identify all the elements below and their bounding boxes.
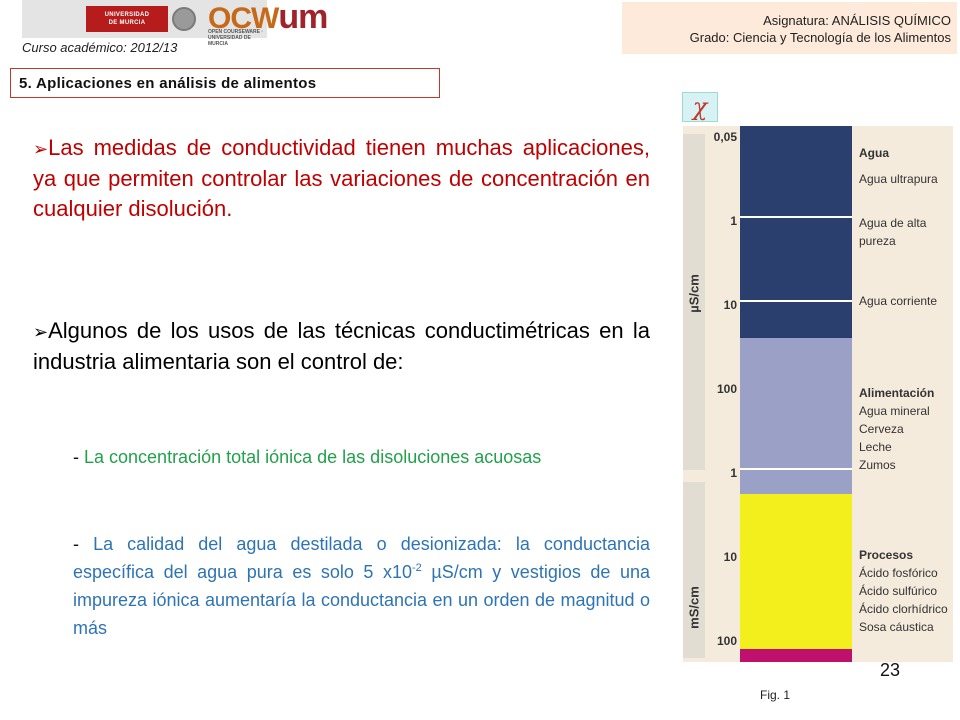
legend-item: Agua ultrapura: [859, 172, 938, 186]
process-range-segment: [740, 494, 852, 649]
paragraph-uses: ➢Algunos de los usos de las técnicas con…: [33, 316, 650, 377]
ocw-logo-subtitle: OPEN COURSEWARE · UNIVERSIDAD DE MURCIA: [208, 29, 264, 47]
water-range-segment: [740, 126, 852, 338]
bar-divider: [740, 216, 852, 218]
legend-item: Zumos: [859, 458, 896, 472]
paragraph-1-text: Las medidas de conductividad tienen much…: [33, 135, 650, 221]
tick-label: 1: [730, 214, 737, 228]
arrow-bullet-icon: ➢: [33, 322, 49, 342]
legend-header-food: Alimentación: [859, 386, 935, 400]
tick-label: 100: [716, 634, 737, 648]
tick-label: 100: [716, 382, 737, 396]
page-number: 23: [880, 660, 901, 680]
unit-strip-bottom: [683, 482, 705, 658]
dash-bullet: -: [73, 447, 84, 467]
header-logos: UNIVERSIDAD DE MURCIA OCWum OPEN COURSEW…: [22, 0, 328, 47]
item-2-text-a: La calidad del agua destilada o desioniz…: [73, 534, 651, 582]
figure-caption: Fig. 1: [760, 688, 791, 702]
university-logo: UNIVERSIDAD DE MURCIA: [86, 6, 168, 32]
legend-item: pureza: [859, 234, 896, 248]
legend-item: Agua corriente: [859, 294, 938, 308]
subject-label: Asignatura: ANÁLISIS QUÍMICO: [763, 13, 951, 28]
chi-symbol-box: χ: [682, 92, 718, 122]
paragraph-2-text: Algunos de los usos de las técnicas cond…: [33, 318, 650, 374]
conductivity-scale-figure: µS/cm mS/cm 0,05 1 10 100 1 10 100 Agua …: [683, 126, 953, 662]
tick-label: 10: [723, 298, 737, 312]
tick-label: 0,05: [713, 130, 737, 144]
figure-legend: Agua Agua ultrapura Agua de alta pureza …: [853, 126, 953, 662]
item-2-text-b: µS/cm y vestigios de una impureza iónica…: [73, 562, 650, 638]
caustic-soda-segment: [740, 649, 852, 662]
dash-bullet: -: [73, 534, 94, 554]
unit-label-microsiemens: µS/cm: [686, 274, 702, 313]
unit-strip-top: [683, 134, 705, 470]
bar-divider: [740, 468, 852, 470]
legend-item: Ácido fosfórico: [859, 566, 938, 580]
unit-label-millisiemens: mS/cm: [686, 586, 702, 629]
university-logo-line-1: UNIVERSIDAD: [104, 12, 150, 18]
ocw-logo: OCWum: [208, 0, 328, 36]
list-item-water-quality: - La calidad del agua destilada o desion…: [73, 530, 650, 642]
paragraph-conductivity: ➢Las medidas de conductividad tienen muc…: [33, 133, 650, 224]
legend-item: Ácido sulfúrico: [859, 584, 938, 598]
course-info-box: Asignatura: ANÁLISIS QUÍMICO Grado: Cien…: [622, 2, 957, 54]
item-2-exponent: -2: [412, 562, 422, 574]
ocw-logo-text: OCW: [208, 2, 279, 35]
conductivity-bar: [740, 126, 852, 662]
legend-item: Agua mineral: [859, 404, 930, 418]
legend-header-water: Agua: [859, 146, 889, 160]
list-item-ionic-concentration: - La concentración total iónica de las d…: [73, 443, 650, 471]
legend-item: Cerveza: [859, 422, 904, 436]
degree-label: Grado: Ciencia y Tecnología de los Alime…: [689, 30, 951, 45]
legend-item: Ácido clorhídrico: [859, 602, 948, 616]
tick-label: 1: [730, 466, 737, 480]
section-title: 5. Aplicaciones en análisis de alimentos: [10, 68, 440, 98]
legend-item: Sosa cáustica: [859, 620, 934, 634]
legend-header-process: Procesos: [859, 548, 914, 562]
arrow-bullet-icon: ➢: [33, 139, 49, 159]
bar-divider: [740, 300, 852, 302]
legend-item: Agua de alta: [859, 216, 927, 230]
legend-item: Leche: [859, 440, 892, 454]
um-logo-text: um: [278, 0, 328, 36]
food-range-segment: [740, 338, 852, 494]
seal-icon: [172, 7, 196, 31]
university-logo-line-2: DE MURCIA: [108, 20, 146, 26]
tick-label: 10: [723, 550, 737, 564]
academic-year: Curso académico: 2012/13: [22, 40, 178, 55]
item-1-text: La concentración total iónica de las dis…: [84, 447, 542, 467]
